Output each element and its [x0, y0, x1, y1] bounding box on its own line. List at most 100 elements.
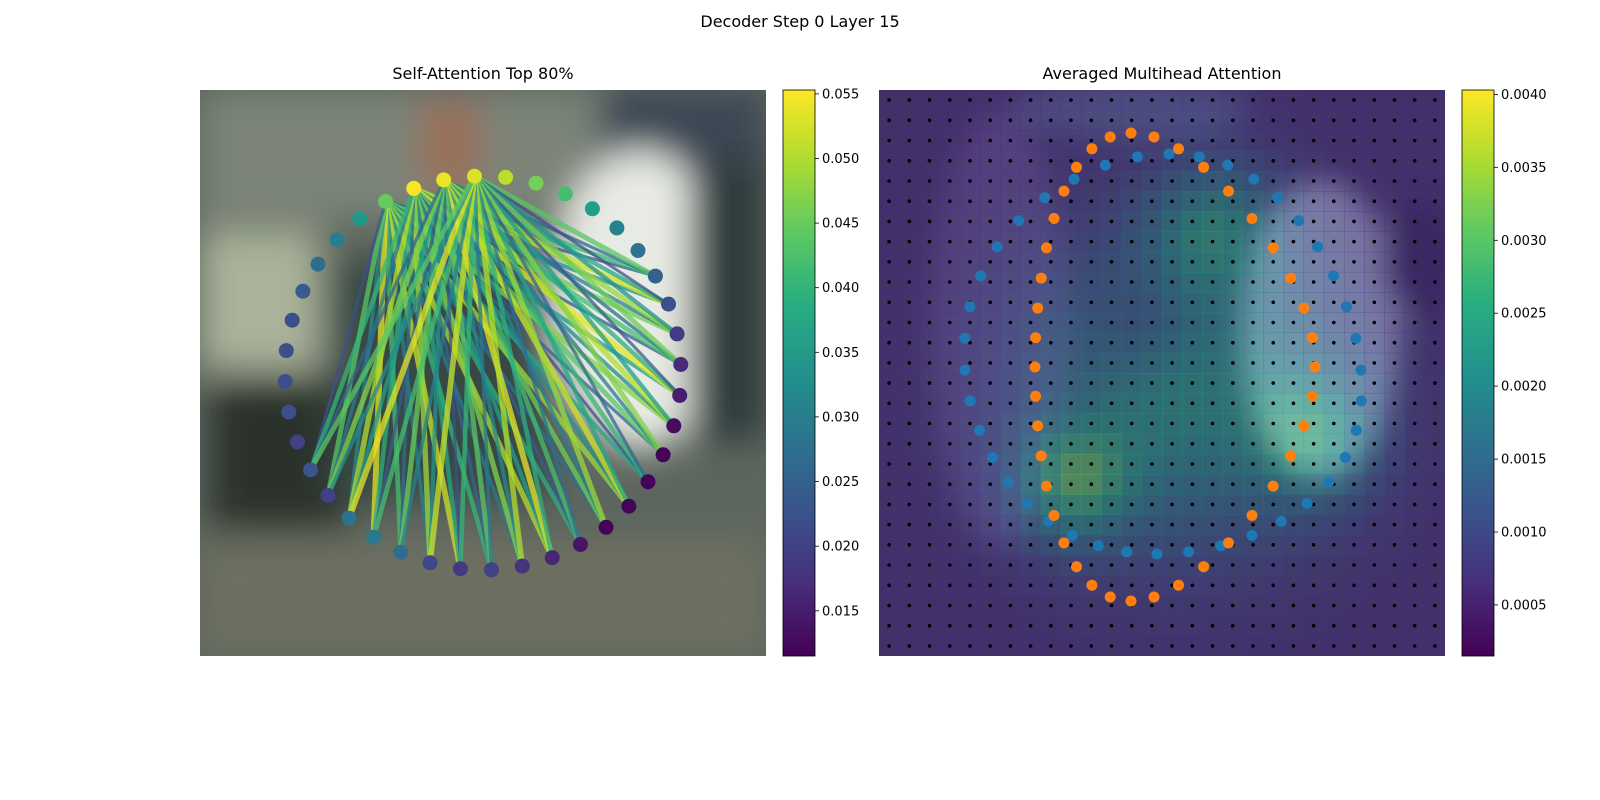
ring-point — [666, 418, 682, 434]
grid-point — [1069, 482, 1073, 487]
grid-point — [1129, 563, 1134, 567]
grid-point — [1170, 300, 1174, 305]
attention-line — [472, 174, 494, 572]
grid-point — [1008, 401, 1013, 406]
attention-line — [471, 173, 684, 368]
grid-point — [1433, 239, 1437, 244]
grid-point — [968, 563, 972, 567]
grid-point — [1049, 462, 1053, 466]
outer-ring-point — [1003, 476, 1014, 488]
grid-point — [1352, 159, 1356, 163]
grid-point — [927, 320, 932, 325]
grid-point — [948, 280, 952, 284]
grid-point — [1210, 462, 1215, 466]
grid-point — [907, 320, 912, 325]
outer-ring-point — [1131, 151, 1143, 163]
grid-point — [1251, 482, 1255, 487]
grid-point — [1251, 239, 1255, 244]
grid-point — [887, 563, 891, 567]
grid-point — [1089, 340, 1094, 345]
grid-point — [1251, 462, 1255, 466]
ring-point — [647, 268, 663, 284]
grid-point — [1311, 199, 1316, 203]
colorbar-tick-label: 0.050 — [822, 152, 859, 167]
grid-point — [1190, 543, 1195, 547]
grid-point — [1210, 563, 1215, 567]
grid-point — [1433, 502, 1437, 507]
grid-point — [1231, 239, 1235, 244]
grid-point — [948, 603, 952, 608]
grid-point — [1291, 260, 1296, 264]
grid-point — [1412, 644, 1417, 648]
grid-point — [1129, 482, 1134, 487]
grid-point — [1433, 138, 1437, 143]
grid-point — [968, 361, 972, 365]
grid-point — [1271, 179, 1275, 183]
grid-point — [1109, 179, 1114, 183]
outer-ring-point — [1099, 159, 1111, 171]
grid-point — [907, 543, 912, 547]
grid-point — [1089, 421, 1094, 426]
grid-point — [1150, 320, 1154, 325]
ring-point — [352, 211, 368, 227]
grid-point — [907, 381, 912, 385]
outer-ring-point — [1246, 530, 1258, 541]
grid-point — [1150, 239, 1154, 244]
grid-point — [1170, 159, 1174, 163]
grid-point — [1049, 98, 1053, 102]
grid-point — [1231, 300, 1235, 305]
inner-ring-point — [1267, 242, 1279, 254]
grid-point — [1170, 644, 1174, 648]
grid-point — [1433, 381, 1437, 385]
grid-point — [1412, 603, 1417, 608]
grid-point — [1109, 623, 1114, 628]
grid-point — [1049, 442, 1053, 446]
grid-point — [1433, 563, 1437, 567]
grid-point — [1190, 522, 1195, 527]
grid-point — [1008, 138, 1013, 143]
grid-point — [1069, 320, 1073, 325]
inner-ring-point — [1306, 332, 1318, 344]
grid-point — [1392, 603, 1397, 608]
grid-point — [1069, 340, 1073, 345]
grid-point — [1190, 219, 1195, 224]
grid-point — [1291, 340, 1296, 345]
grid-point — [1392, 239, 1397, 244]
grid-point — [907, 361, 912, 365]
grid-point — [948, 260, 952, 264]
grid-point — [1210, 482, 1215, 487]
grid-point — [1352, 603, 1356, 608]
grid-point — [1028, 623, 1033, 628]
grid-point — [1129, 381, 1134, 385]
grid-point — [1069, 260, 1073, 264]
grid-point — [927, 361, 932, 365]
grid-point — [1332, 98, 1336, 102]
grid-point — [1190, 563, 1195, 567]
outer-ring-point — [1151, 548, 1163, 560]
grid-point — [988, 421, 992, 426]
colorbar-tick-label: 0.035 — [822, 346, 859, 361]
grid-point — [1332, 320, 1336, 325]
grid-point — [1008, 340, 1013, 345]
grid-point — [1412, 138, 1417, 143]
grid-point — [1392, 563, 1397, 567]
grid-point — [1089, 118, 1094, 123]
grid-point — [968, 199, 972, 203]
grid-point — [1109, 442, 1114, 446]
grid-point — [1271, 340, 1275, 345]
grid-point — [887, 118, 891, 123]
grid-point — [1109, 300, 1114, 305]
grid-point — [1311, 300, 1316, 305]
grid-point — [887, 462, 891, 466]
grid-point — [1392, 361, 1397, 365]
grid-point — [1049, 603, 1053, 608]
grid-point — [1311, 401, 1316, 406]
grid-point — [1089, 623, 1094, 628]
grid-point — [1251, 522, 1255, 527]
grid-point — [948, 583, 952, 588]
grid-point — [1251, 563, 1255, 567]
grid-point — [968, 502, 972, 507]
attention-line — [473, 174, 670, 306]
ring-point — [284, 312, 300, 328]
grid-point — [1150, 583, 1154, 588]
